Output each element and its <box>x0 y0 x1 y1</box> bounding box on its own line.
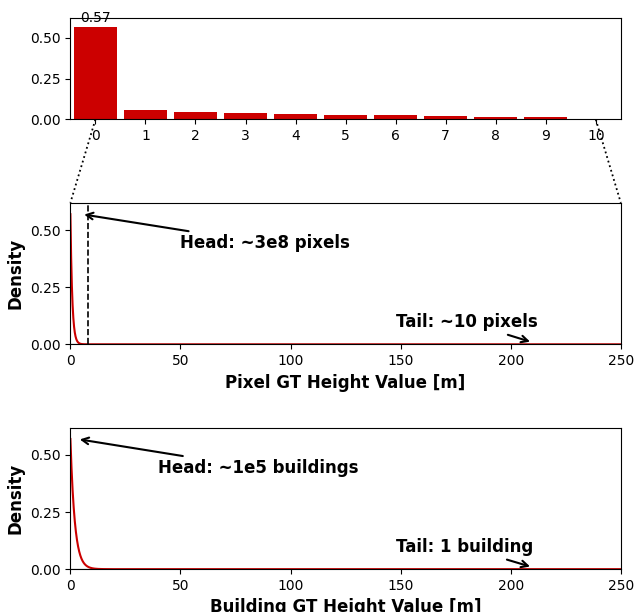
Text: Head: ~1e5 buildings: Head: ~1e5 buildings <box>82 438 359 477</box>
Bar <box>74 26 116 119</box>
Bar <box>174 112 217 119</box>
Bar <box>124 110 166 119</box>
Bar <box>324 114 367 119</box>
Bar <box>525 117 567 119</box>
X-axis label: Building GT Height Value [m]: Building GT Height Value [m] <box>210 599 481 612</box>
Bar <box>224 113 267 119</box>
Y-axis label: Density: Density <box>6 238 24 309</box>
Text: Tail: 1 building: Tail: 1 building <box>396 538 534 567</box>
Bar <box>374 116 417 119</box>
Text: Tail: ~10 pixels: Tail: ~10 pixels <box>396 313 538 342</box>
Bar <box>424 116 467 119</box>
Bar <box>275 114 317 119</box>
X-axis label: Pixel GT Height Value [m]: Pixel GT Height Value [m] <box>225 373 466 392</box>
Text: 0.57: 0.57 <box>80 11 111 25</box>
Y-axis label: Density: Density <box>6 463 24 534</box>
Text: Head: ~3e8 pixels: Head: ~3e8 pixels <box>86 213 350 252</box>
Bar <box>474 116 517 119</box>
